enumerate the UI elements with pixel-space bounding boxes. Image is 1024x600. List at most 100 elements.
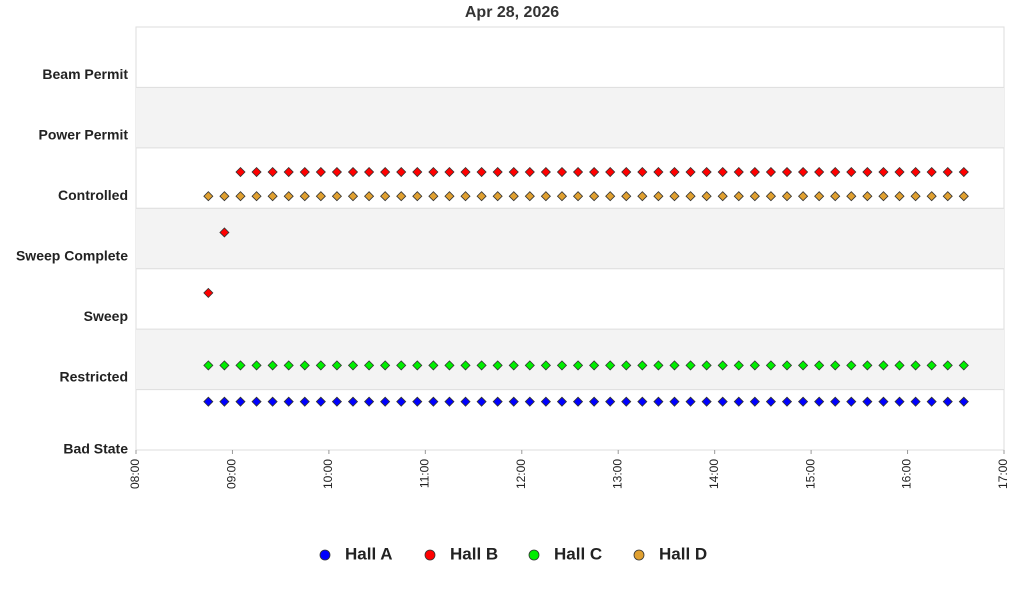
data-point [862,396,873,407]
data-point [781,166,793,178]
data-point [460,396,471,407]
legend-marker [424,549,436,561]
data-point [556,360,568,371]
data-point [942,360,953,371]
data-point [299,166,310,178]
data-point [347,191,359,202]
data-point [219,227,230,238]
data-point [814,360,825,371]
x-tick-label: 15:00 [803,459,817,489]
band [136,87,1004,148]
data-point [942,191,953,202]
data-point [814,166,825,178]
data-point [846,396,857,407]
data-point [685,166,696,178]
data-point [781,360,793,371]
legend-label: Hall A [345,544,393,563]
data-point [830,166,841,178]
data-point [765,396,776,407]
data-point [540,360,551,371]
data-point [572,396,584,407]
x-tick-label: 09:00 [225,459,239,489]
data-point [894,166,905,178]
data-point [444,396,455,407]
data-point [862,166,873,178]
data-point [589,191,600,202]
y-tick-label: Power Permit [39,127,129,143]
data-point [701,191,712,202]
data-point [476,191,487,202]
data-point [412,166,423,178]
data-point [878,191,889,202]
data-point [299,396,310,407]
data-point [733,191,744,202]
data-point [283,396,294,407]
data-point [572,191,584,202]
data-point [862,191,873,202]
data-point [749,191,760,202]
legend-label: Hall B [450,544,498,563]
data-point [572,360,584,371]
data-point [765,166,776,178]
data-point [428,396,439,407]
data-point [958,360,969,371]
data-point [846,191,857,202]
data-point [444,191,455,202]
data-point [524,191,535,202]
data-point [476,396,487,407]
data-point [492,166,503,178]
data-point [540,191,551,202]
data-point [669,191,680,202]
data-point [910,360,921,371]
data-point [637,360,648,371]
data-point [653,191,664,202]
data-point [235,360,246,371]
data-point [894,191,905,202]
data-point [347,166,359,178]
data-point [347,396,359,407]
data-point [669,166,680,178]
data-point [219,396,230,407]
data-point [331,166,342,178]
data-point [926,360,937,371]
data-point [781,396,793,407]
data-point [203,191,214,202]
data-point [412,191,423,202]
data-point [653,396,664,407]
data-point [926,396,937,407]
data-point [251,191,262,202]
legend-label: Hall D [659,544,707,563]
data-point [717,191,728,202]
data-point [669,360,680,371]
data-point [396,396,407,407]
y-tick-label: Sweep Complete [16,247,128,263]
data-point [717,166,728,178]
data-point [717,360,728,371]
data-point [235,166,246,178]
data-point [267,360,278,371]
data-point [733,166,744,178]
y-tick-label: Beam Permit [42,66,128,82]
data-point [556,166,568,178]
data-point [364,396,375,407]
data-point [926,166,937,178]
data-point [331,191,342,202]
data-point [589,360,600,371]
y-tick-label: Restricted [60,368,128,384]
data-point [846,360,857,371]
x-tick-label: 17:00 [996,459,1010,489]
data-point [605,166,616,178]
chart-title: Apr 28, 2026 [465,4,559,21]
x-tick-label: 14:00 [707,459,721,489]
data-point [283,166,294,178]
data-point [396,360,407,371]
data-point [251,166,262,178]
data-point [733,360,744,371]
data-point [958,396,969,407]
data-point [460,166,471,178]
data-point [621,360,632,371]
data-point [878,360,889,371]
y-tick-label: Sweep [84,308,128,324]
data-point [315,360,326,371]
